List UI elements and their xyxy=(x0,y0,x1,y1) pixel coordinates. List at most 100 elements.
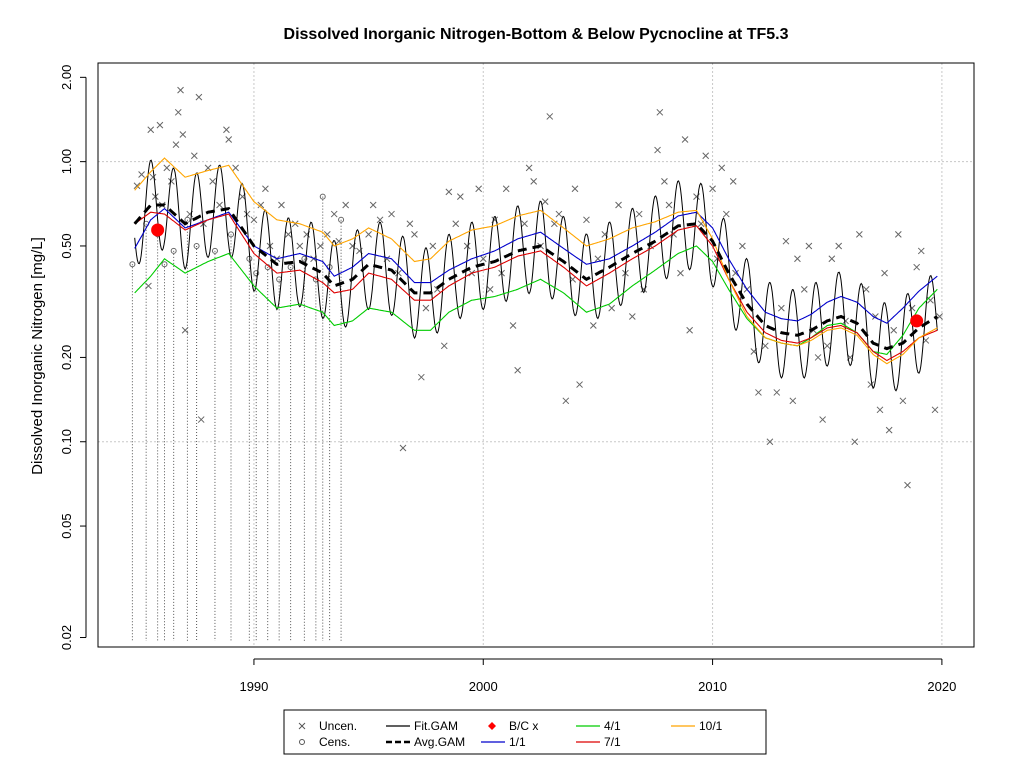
uncensored-point-stroke-b xyxy=(677,269,684,277)
uncensored-point-111 xyxy=(729,178,737,185)
uncensored-point-stroke-b xyxy=(291,220,299,228)
uncensored-point-34 xyxy=(284,231,292,238)
uncensored-point-142 xyxy=(890,326,898,334)
y-tick-label-1: 0.05 xyxy=(59,513,74,538)
uncensored-point-83 xyxy=(571,185,579,193)
uncensored-point-stroke-b xyxy=(755,389,762,396)
uncensored-point-70 xyxy=(502,185,510,193)
uncensored-point-128 xyxy=(819,416,827,423)
censored-point-10 xyxy=(253,270,260,277)
uncensored-point-stroke-b xyxy=(681,136,689,143)
uncensored-point-85 xyxy=(583,216,590,224)
uncensored-point-106 xyxy=(702,152,710,160)
censored-point-8 xyxy=(228,231,235,238)
uncensored-point-107 xyxy=(709,185,716,193)
y-tick-label-6: 2.00 xyxy=(59,65,74,90)
uncensored-point-stroke-b xyxy=(931,406,939,414)
uncensored-point-113 xyxy=(739,242,746,250)
uncensored-point-stroke-b xyxy=(190,152,198,160)
series-line-3 xyxy=(134,211,938,362)
uncensored-point-16 xyxy=(190,152,198,160)
legend-label-6: 4/1 xyxy=(604,719,621,733)
uncensored-point-stroke-b xyxy=(794,255,801,263)
uncensored-point-stroke-b xyxy=(525,164,533,172)
uncensored-point-61 xyxy=(452,220,460,228)
uncensored-point-96 xyxy=(654,146,661,154)
uncensored-point-9 xyxy=(168,178,175,185)
uncensored-point-stroke-b xyxy=(445,188,453,196)
uncensored-point-stroke-b xyxy=(819,416,827,423)
uncensored-point-48 xyxy=(376,216,384,224)
uncensored-point-11 xyxy=(174,108,182,116)
uncensored-point-stroke-b xyxy=(479,255,487,263)
uncensored-point-stroke-b xyxy=(828,255,836,263)
uncensored-point-stroke-b xyxy=(456,193,464,200)
uncensored-point-stroke-b xyxy=(739,242,746,250)
uncensored-point-stroke-b xyxy=(181,326,189,334)
uncensored-point-stroke-b xyxy=(709,185,716,193)
bc-point-1 xyxy=(910,314,924,328)
uncensored-point-stroke-b xyxy=(204,164,212,172)
uncensored-point-121 xyxy=(782,237,790,245)
series-line-avg-gam xyxy=(133,203,939,351)
uncensored-point-84 xyxy=(576,381,583,388)
uncensored-point-stroke-b xyxy=(702,152,710,160)
uncensored-point-stroke-b xyxy=(594,255,602,263)
uncensored-point-stroke-b xyxy=(177,86,184,94)
legend-symbol-cross-b xyxy=(298,722,306,730)
legend-item-2: Fit.GAM xyxy=(386,719,458,733)
uncensored-point-77 xyxy=(541,198,549,205)
uncensored-point-stroke-b xyxy=(823,342,831,350)
uncensored-point-stroke-b xyxy=(530,178,538,185)
uncensored-point-stroke-b xyxy=(876,406,884,414)
uncensored-point-27 xyxy=(243,210,251,218)
uncensored-point-53 xyxy=(406,220,414,228)
uncensored-point-stroke-b xyxy=(163,164,171,172)
uncensored-point-stroke-b xyxy=(284,231,292,238)
uncensored-point-66 xyxy=(479,255,487,263)
uncensored-point-24 xyxy=(225,136,233,143)
uncensored-point-stroke-b xyxy=(317,242,324,250)
uncensored-point-stroke-b xyxy=(429,242,437,250)
uncensored-point-8 xyxy=(163,164,171,172)
uncensored-point-stroke-b xyxy=(335,237,343,245)
legend-label-8: 10/1 xyxy=(699,719,723,733)
legend-item-8: 10/1 xyxy=(671,719,723,733)
uncensored-point-stroke-b xyxy=(555,210,563,218)
uncensored-point-134 xyxy=(851,438,859,446)
uncensored-point-stroke-b xyxy=(133,182,141,190)
legend-symbol-diamond xyxy=(488,722,496,730)
uncensored-point-stroke-b xyxy=(656,108,664,116)
x-tick-label-2: 2010 xyxy=(698,679,727,694)
censored-point-16 xyxy=(319,193,326,200)
uncensored-point-99 xyxy=(665,201,673,209)
legend-item-7: 7/1 xyxy=(576,735,621,749)
uncensored-point-122 xyxy=(789,397,797,405)
uncensored-point-6 xyxy=(156,121,164,129)
x-tick-label-1: 2000 xyxy=(469,679,498,694)
uncensored-point-stroke-b xyxy=(778,304,785,312)
uncensored-point-stroke-b xyxy=(369,201,377,209)
uncensored-point-stroke-b xyxy=(899,397,907,405)
legend-item-4: B/C x xyxy=(488,719,538,733)
uncensored-point-112 xyxy=(732,269,739,277)
uncensored-point-stroke-b xyxy=(172,141,180,148)
uncensored-point-stroke-b xyxy=(138,171,145,178)
uncensored-point-101 xyxy=(677,269,684,277)
censored-point-6 xyxy=(193,242,200,249)
uncensored-point-stroke-b xyxy=(145,282,152,290)
uncensored-point-75 xyxy=(530,178,538,185)
uncensored-point-120 xyxy=(778,304,785,312)
uncensored-point-145 xyxy=(904,481,911,489)
uncensored-point-stroke-b xyxy=(890,326,898,334)
uncensored-point-stroke-b xyxy=(475,185,483,193)
uncensored-point-152 xyxy=(936,313,943,320)
uncensored-point-139 xyxy=(876,406,884,414)
uncensored-point-stroke-b xyxy=(463,242,471,250)
uncensored-point-stroke-b xyxy=(486,285,494,293)
uncensored-point-90 xyxy=(615,201,622,209)
censored-point-13 xyxy=(287,264,294,271)
legend: Uncen. Cens. Fit.GAM Avg.GAM B/C x 1/1 4/1 7/1 1… xyxy=(283,709,767,755)
series-lines xyxy=(133,157,939,392)
data-points xyxy=(129,86,943,489)
